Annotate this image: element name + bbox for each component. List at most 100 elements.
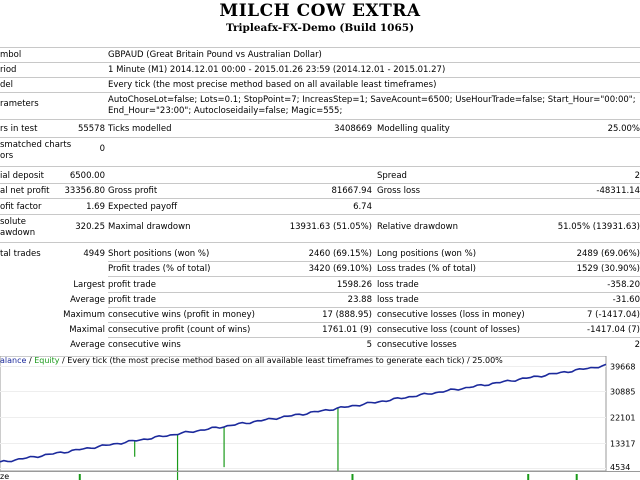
closs-count-value: -1417.04 (7) <box>587 325 640 335</box>
loss-trades-value: 1529 (30.90%) <box>576 264 640 274</box>
avg-cwins-label: consecutive wins <box>108 340 181 350</box>
legend-slash: / <box>26 356 35 365</box>
divider <box>0 166 640 167</box>
divider <box>108 337 640 338</box>
payoff-label: Expected payoff <box>108 202 178 212</box>
average-profit-label: profit trade <box>108 295 156 305</box>
legend-equity: Equity <box>34 356 60 365</box>
closs-money-label: consecutive losses (loss in money) <box>377 310 525 320</box>
cwins-money-value: 17 (888.95) <box>322 310 372 320</box>
lot-bar <box>527 474 530 480</box>
netprofit-value: 33356.80 <box>64 186 105 196</box>
largest-profit-label: profit trade <box>108 280 156 290</box>
params-label: rameters <box>0 99 39 109</box>
model-label: del <box>0 80 13 90</box>
long-value: 2489 (69.06%) <box>576 249 640 259</box>
symbol-label: mbol <box>0 50 22 60</box>
divider <box>0 77 640 78</box>
divider <box>0 183 640 184</box>
trades-value: 4949 <box>83 249 105 259</box>
bars-label: rs in test <box>0 124 38 134</box>
spread-label: Spread <box>377 171 407 181</box>
trades-label: tal trades <box>0 249 41 259</box>
closs-count-label: consecutive loss (count of losses) <box>377 325 521 335</box>
maximal-label: Maximal <box>69 325 105 335</box>
avg-label: Average <box>70 340 105 350</box>
payoff-value: 6.74 <box>353 202 372 212</box>
cprofit-count-value: 1761.01 (9) <box>322 325 372 335</box>
maxdd-value: 13931.63 (51.05%) <box>289 222 372 232</box>
maxdd-label: Maximal drawdown <box>108 222 191 232</box>
avg-closs-value: 2 <box>634 340 640 350</box>
chart-canvas: 39668 30885 22101 13317 4534 <box>0 356 640 480</box>
lot-bar <box>575 474 578 480</box>
balance-line <box>0 363 607 463</box>
divider <box>0 214 640 215</box>
netprofit-label: al net profit <box>0 186 50 196</box>
divider <box>108 292 640 293</box>
y-tick-label: 22101 <box>610 414 635 423</box>
divider <box>108 261 640 262</box>
y-tick-label: 30885 <box>610 388 635 397</box>
symbol-value: GBPAUD (Great Britain Pound vs Australia… <box>108 50 322 60</box>
divider <box>108 307 640 308</box>
divider <box>0 137 640 138</box>
divider <box>108 276 640 277</box>
y-tick-label: 4534 <box>610 463 630 472</box>
report-subtitle: Tripleafx-FX-Demo (Build 1065) <box>225 22 415 34</box>
reldd-label: Relative drawdown <box>377 222 458 232</box>
short-label: Short positions (won %) <box>108 249 210 259</box>
short-value: 2460 (69.15%) <box>308 249 372 259</box>
ticks-label: Ticks modelled <box>108 124 172 134</box>
mismatch-value: 0 <box>99 144 105 154</box>
mismatch-label-2: ors <box>0 151 14 161</box>
y-tick-label: 39668 <box>610 363 635 372</box>
period-label: riod <box>0 65 17 75</box>
legend-description: / Every tick (the most precise method ba… <box>59 356 503 365</box>
cwins-money-label: consecutive wins (profit in money) <box>108 310 255 320</box>
largest-loss-label: loss trade <box>377 280 419 290</box>
divider <box>0 119 640 120</box>
grossprofit-value: 81667.94 <box>331 186 372 196</box>
maximum-label: Maximum <box>63 310 105 320</box>
divider <box>0 62 640 63</box>
legend-balance: alance <box>0 356 27 365</box>
avg-closs-label: consecutive losses <box>377 340 457 350</box>
report-title: MILCH COW EXTRA <box>219 1 421 21</box>
period-value: 1 Minute (M1) 2014.12.01 00:00 - 2015.01… <box>108 65 446 75</box>
absdd-label-2: awdown <box>0 228 36 238</box>
divider <box>0 242 640 243</box>
deposit-label: ial deposit <box>0 171 44 181</box>
average-loss-value: -31.60 <box>612 295 640 305</box>
mismatch-label-1: smatched charts <box>0 140 72 150</box>
largest-profit-value: 1598.26 <box>336 280 372 290</box>
reldd-value: 51.05% (13931.63) <box>557 222 640 232</box>
lot-bar <box>351 474 354 480</box>
divider <box>108 322 640 323</box>
profit-trades-label: Profit trades (% of total) <box>108 264 211 274</box>
grossprofit-label: Gross profit <box>108 186 158 196</box>
grossloss-value: -48311.14 <box>596 186 640 196</box>
average-profit-value: 23.88 <box>347 295 372 305</box>
avg-cwins-value: 5 <box>366 340 372 350</box>
long-label: Long positions (won %) <box>377 249 477 259</box>
cprofit-count-label: consecutive profit (count of wins) <box>108 325 251 335</box>
pf-label: ofit factor <box>0 202 42 212</box>
average-loss-label: loss trade <box>377 295 419 305</box>
y-tick-label: 13317 <box>610 440 635 449</box>
largest-label: Largest <box>73 280 105 290</box>
model-value: Every tick (the most precise method base… <box>108 80 437 90</box>
pf-value: 1.69 <box>86 202 105 212</box>
params-line-1: AutoChoseLot=false; Lots=0.1; StopPoint=… <box>108 95 636 105</box>
bars-value: 55578 <box>77 124 105 134</box>
quality-label: Modelling quality <box>377 124 450 134</box>
absdd-value: 320.25 <box>75 222 105 232</box>
lot-bar <box>78 474 81 480</box>
divider-top <box>0 47 640 48</box>
params-line-2: End_Hour="23:00"; Autocloseidaily=false;… <box>108 106 343 116</box>
closs-money-value: 7 (-1417.04) <box>587 310 640 320</box>
profit-trades-value: 3420 (69.10%) <box>308 264 372 274</box>
deposit-value: 6500.00 <box>69 171 105 181</box>
spread-value: 2 <box>634 171 640 181</box>
grossloss-label: Gross loss <box>377 186 421 196</box>
